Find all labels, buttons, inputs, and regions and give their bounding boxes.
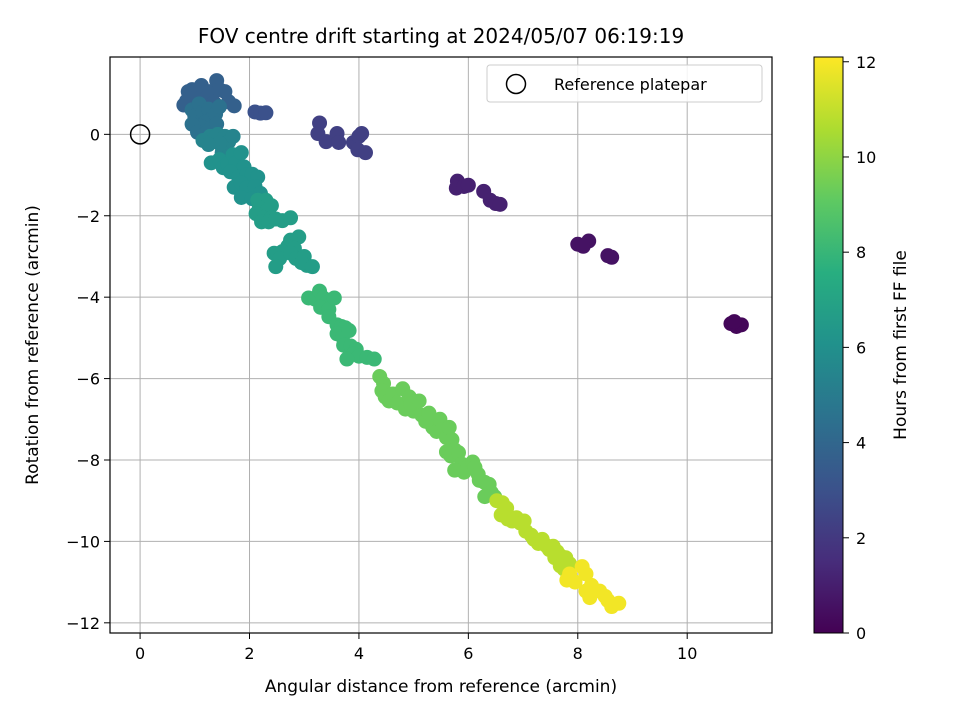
data-point bbox=[492, 196, 508, 212]
colorbar-tick-label: 2 bbox=[856, 529, 866, 548]
data-point bbox=[283, 210, 299, 226]
data-point bbox=[575, 238, 591, 254]
colorbar-tick-label: 6 bbox=[856, 338, 866, 357]
colorbar-label: Hours from first FF file bbox=[891, 250, 911, 440]
colorbar-tick-label: 8 bbox=[856, 243, 866, 262]
data-point bbox=[578, 566, 594, 582]
data-point bbox=[726, 314, 742, 330]
x-axis-label: Angular distance from reference (arcmin) bbox=[265, 677, 617, 697]
y-axis-ticks: 0 −2 −4 −6 −8 −10 −12 bbox=[66, 125, 110, 633]
data-point bbox=[366, 351, 382, 367]
data-point bbox=[200, 137, 216, 153]
data-point bbox=[604, 249, 620, 265]
colorbar-tick-label: 12 bbox=[856, 53, 876, 72]
data-point bbox=[411, 393, 427, 409]
legend-box bbox=[486, 64, 763, 103]
data-point bbox=[318, 134, 334, 150]
data-point bbox=[263, 198, 279, 214]
x-axis-ticks: 0 2 4 6 8 10 bbox=[135, 633, 697, 663]
colorbar-tick-label: 0 bbox=[856, 624, 866, 643]
data-points bbox=[176, 73, 749, 615]
y-tick-label: −10 bbox=[66, 532, 100, 551]
colorbar-ticks: 0 2 4 6 8 10 12 bbox=[843, 53, 876, 643]
colorbar-tick-label: 4 bbox=[856, 434, 866, 453]
data-point bbox=[441, 419, 457, 435]
data-point bbox=[304, 259, 320, 275]
reference-marker bbox=[129, 124, 151, 145]
legend-marker-reference bbox=[505, 73, 527, 95]
data-point bbox=[233, 189, 249, 205]
x-tick-label: 8 bbox=[573, 644, 583, 663]
x-tick-label: 6 bbox=[463, 644, 473, 663]
data-point bbox=[421, 405, 437, 421]
colorbar-tick-label: 10 bbox=[856, 148, 876, 167]
colorbar: 0 2 4 6 8 10 12 Hours from first FF file bbox=[813, 53, 911, 643]
data-point bbox=[258, 105, 274, 121]
y-tick-label: −2 bbox=[76, 207, 100, 226]
data-point bbox=[233, 145, 249, 161]
data-point bbox=[331, 134, 347, 150]
legend: Reference platepar bbox=[486, 64, 763, 103]
data-point bbox=[567, 574, 583, 590]
x-tick-label: 2 bbox=[244, 644, 254, 663]
y-tick-label: −12 bbox=[66, 614, 100, 633]
data-point bbox=[341, 323, 357, 339]
data-point bbox=[354, 126, 370, 142]
data-point bbox=[326, 290, 342, 306]
data-point bbox=[268, 259, 284, 275]
y-axis-label: Rotation from reference (arcmin) bbox=[23, 205, 43, 485]
data-point bbox=[611, 595, 627, 611]
x-tick-label: 10 bbox=[677, 644, 697, 663]
data-point bbox=[357, 145, 373, 161]
x-tick-label: 0 bbox=[135, 644, 145, 663]
colorbar-gradient bbox=[813, 56, 844, 634]
y-tick-label: −4 bbox=[76, 288, 100, 307]
y-tick-label: 0 bbox=[90, 125, 100, 144]
y-tick-label: −6 bbox=[76, 370, 100, 389]
data-point bbox=[451, 445, 467, 461]
x-tick-label: 4 bbox=[354, 644, 364, 663]
data-point bbox=[339, 351, 355, 367]
data-point bbox=[460, 177, 476, 193]
plot-frame bbox=[109, 56, 773, 634]
data-point bbox=[225, 128, 241, 144]
y-tick-label: −8 bbox=[76, 451, 100, 470]
reference-platepar-point bbox=[129, 124, 151, 145]
chart-title: FOV centre drift starting at 2024/05/07 … bbox=[198, 24, 684, 48]
legend-label-reference: Reference platepar bbox=[554, 75, 707, 94]
data-point bbox=[226, 98, 242, 114]
data-point bbox=[211, 99, 227, 115]
